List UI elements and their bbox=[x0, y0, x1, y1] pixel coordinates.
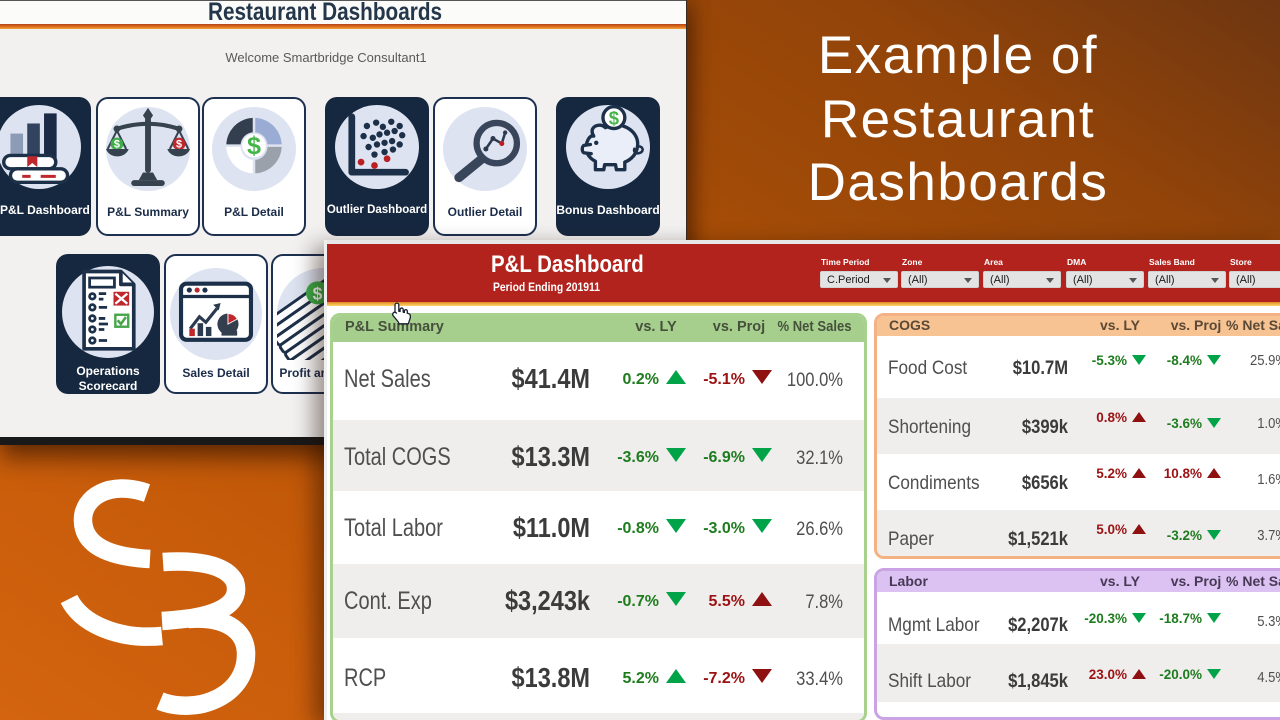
svg-text:$: $ bbox=[114, 139, 120, 151]
svg-text:$: $ bbox=[609, 107, 620, 128]
svg-text:$: $ bbox=[313, 283, 323, 303]
svg-text:$: $ bbox=[247, 132, 261, 160]
svg-text:$: $ bbox=[176, 139, 182, 151]
